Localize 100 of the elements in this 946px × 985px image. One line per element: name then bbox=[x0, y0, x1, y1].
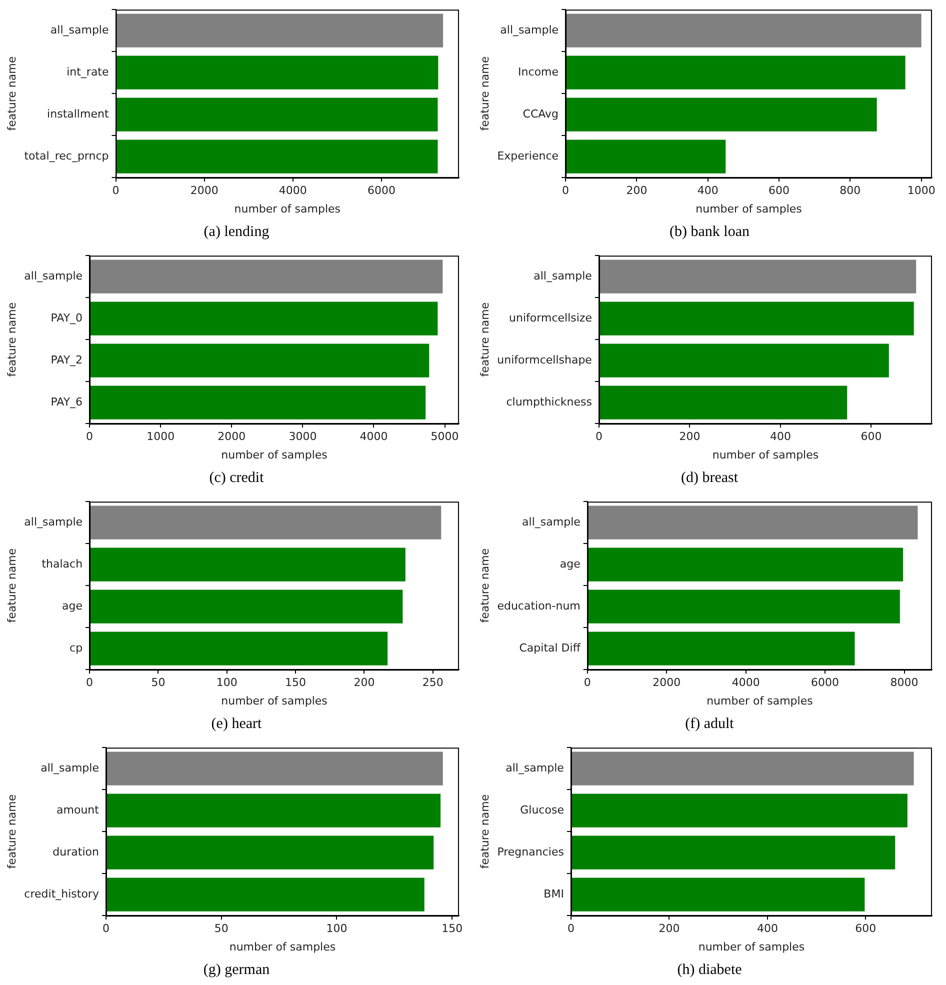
y-tick-label: total_rec_prncp bbox=[24, 149, 109, 162]
x-tick-label: 5000 bbox=[430, 430, 459, 444]
y-tick-label: all_sample bbox=[534, 269, 592, 282]
x-tick-label: 200 bbox=[679, 430, 700, 444]
x-tick-label: 200 bbox=[626, 184, 648, 198]
x-tick-label: 1000 bbox=[146, 430, 175, 444]
x-axis-title: number of samples bbox=[706, 694, 814, 708]
y-tick-label: all_sample bbox=[506, 761, 564, 774]
y-tick-label: CCAvg bbox=[522, 107, 559, 120]
bar bbox=[90, 632, 388, 666]
bar bbox=[566, 56, 906, 90]
y-tick-label: thalach bbox=[42, 557, 83, 570]
bar bbox=[90, 590, 403, 624]
bar bbox=[599, 260, 916, 294]
x-tick-label: 2000 bbox=[218, 430, 246, 444]
text: (d) breast bbox=[680, 469, 740, 488]
y-tick-label: all_sample bbox=[24, 269, 83, 282]
x-tick-label: 1000 bbox=[907, 184, 936, 198]
bar bbox=[90, 302, 438, 336]
x-tick-label: 200 bbox=[354, 676, 375, 690]
bar bbox=[571, 794, 908, 828]
bar bbox=[571, 836, 896, 870]
x-axis-title: number of samples bbox=[696, 202, 802, 216]
y-tick-label: installment bbox=[47, 107, 110, 120]
bar bbox=[571, 752, 914, 786]
bar bbox=[566, 140, 726, 174]
bar bbox=[571, 878, 865, 912]
bar bbox=[566, 98, 877, 132]
y-tick-label: age bbox=[560, 557, 581, 570]
x-axis-title: number of samples bbox=[221, 694, 328, 708]
bar bbox=[599, 344, 889, 378]
x-tick-label: 600 bbox=[860, 430, 882, 444]
x-tick-label: 400 bbox=[770, 430, 791, 444]
text: (a) lending bbox=[202, 223, 270, 242]
x-tick-label: 0 bbox=[584, 676, 591, 690]
x-tick-label: 6000 bbox=[367, 184, 396, 198]
text: (c) credit bbox=[208, 469, 265, 488]
x-tick-label: 800 bbox=[840, 184, 861, 198]
y-tick-label: cp bbox=[70, 641, 83, 654]
y-tick-label: Experience bbox=[497, 149, 559, 162]
x-axis-title: number of samples bbox=[234, 202, 341, 216]
y-tick-label: BMI bbox=[544, 887, 564, 900]
y-axis-title: feature name bbox=[478, 56, 492, 131]
x-tick-label: 0 bbox=[567, 922, 574, 936]
x-tick-label: 600 bbox=[768, 184, 790, 198]
x-tick-label: 0 bbox=[595, 430, 602, 444]
x-tick-label: 400 bbox=[697, 184, 718, 198]
bar bbox=[599, 386, 848, 420]
y-tick-label: uniformcellshape bbox=[497, 353, 592, 366]
y-tick-label: all_sample bbox=[40, 761, 100, 774]
x-tick-label: 400 bbox=[756, 922, 778, 936]
y-tick-label: education-num bbox=[497, 599, 580, 612]
y-axis-title: feature name bbox=[5, 302, 18, 377]
x-tick-label: 4000 bbox=[732, 676, 760, 690]
y-axis-title: feature name bbox=[478, 302, 492, 377]
y-tick-label: int_rate bbox=[66, 65, 109, 78]
y-tick-label: credit_history bbox=[24, 887, 100, 900]
y-tick-label: all_sample bbox=[500, 23, 559, 36]
y-tick-label: PAY_0 bbox=[50, 311, 83, 324]
x-axis-title: number of samples bbox=[698, 940, 805, 954]
x-tick-label: 50 bbox=[151, 676, 166, 690]
bar bbox=[90, 506, 442, 540]
bar bbox=[588, 590, 900, 624]
x-tick-label: 100 bbox=[326, 922, 348, 936]
x-tick-label: 600 bbox=[855, 922, 876, 936]
y-tick-label: uniformcellsize bbox=[509, 311, 592, 324]
x-tick-label: 0 bbox=[102, 922, 110, 936]
x-tick-label: 4000 bbox=[278, 184, 307, 198]
x-tick-label: 0 bbox=[112, 184, 120, 198]
y-axis-title: feature name bbox=[5, 548, 18, 623]
y-tick-label: amount bbox=[56, 803, 100, 816]
text: (b) bank loan bbox=[668, 223, 750, 242]
bar bbox=[90, 548, 406, 582]
x-tick-label: 3000 bbox=[288, 430, 317, 444]
y-tick-label: Pregnancies bbox=[497, 845, 564, 858]
x-tick-label: 6000 bbox=[811, 676, 840, 690]
bar bbox=[588, 548, 904, 582]
y-tick-label: Glucose bbox=[520, 803, 564, 816]
y-axis-title: feature name bbox=[478, 548, 492, 623]
y-tick-label: PAY_6 bbox=[50, 395, 83, 408]
y-tick-label: Capital Diff bbox=[519, 641, 581, 654]
y-tick-label: duration bbox=[52, 845, 99, 858]
y-tick-label: clumpthickness bbox=[506, 395, 592, 408]
x-tick-label: 2000 bbox=[190, 184, 218, 198]
x-tick-label: 0 bbox=[86, 676, 94, 690]
y-axis-title: feature name bbox=[5, 794, 18, 869]
x-tick-label: 4000 bbox=[360, 430, 388, 444]
text: (g) german bbox=[202, 961, 271, 980]
x-tick-label: 200 bbox=[658, 922, 680, 936]
y-tick-label: age bbox=[62, 599, 83, 612]
bar bbox=[566, 14, 922, 48]
x-tick-label: 150 bbox=[442, 922, 463, 936]
x-tick-label: 100 bbox=[216, 676, 238, 690]
y-tick-label: all_sample bbox=[522, 515, 581, 528]
y-axis-title: feature name bbox=[478, 794, 492, 869]
x-tick-label: 0 bbox=[562, 184, 570, 198]
x-tick-label: 0 bbox=[86, 430, 94, 444]
y-tick-label: all_sample bbox=[50, 23, 109, 36]
x-tick-label: 250 bbox=[422, 676, 444, 690]
y-axis-title: feature name bbox=[5, 56, 18, 131]
